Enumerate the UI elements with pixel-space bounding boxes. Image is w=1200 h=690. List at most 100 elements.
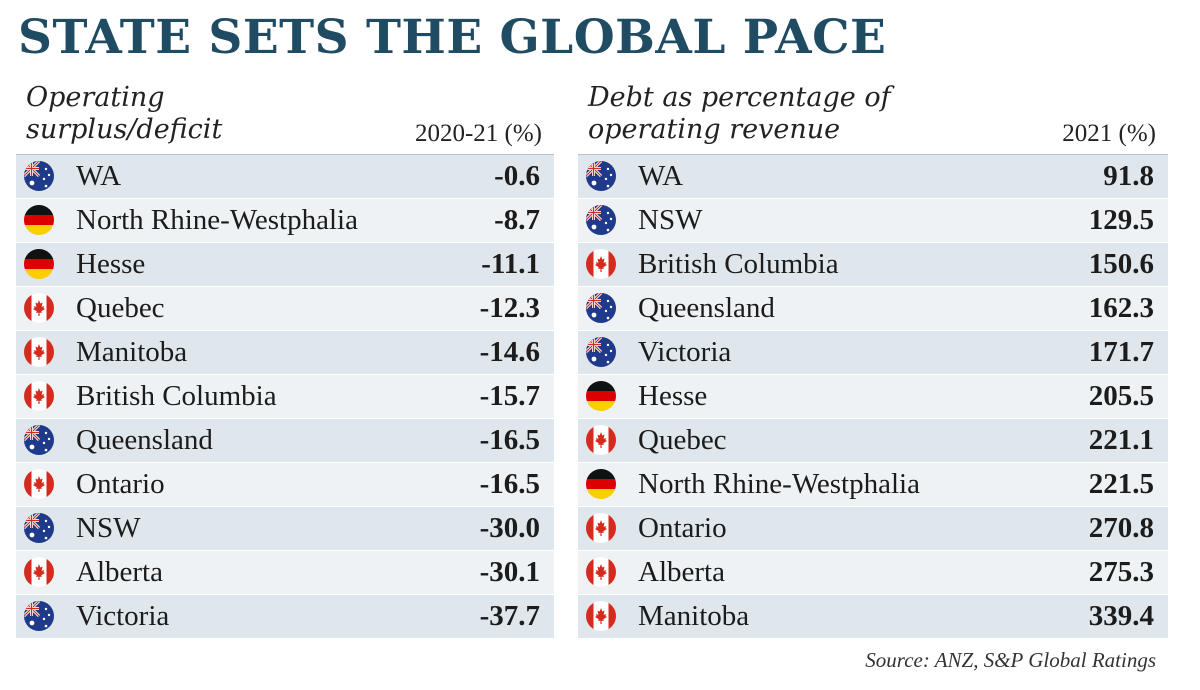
- column-header: 2020-21 (%): [414, 120, 542, 147]
- table-rows: WA -0.6 North Rhine-Westphalia -8.7 Hesse -11…: [16, 154, 554, 639]
- canada-flag-icon: [586, 601, 616, 631]
- region-name: WA: [638, 160, 684, 192]
- canada-flag-icon: [24, 337, 54, 367]
- subtitle-line: operating revenue: [588, 114, 841, 145]
- subtitle-line: Debt as percentage of: [588, 82, 891, 113]
- region-name: Queensland: [76, 424, 213, 456]
- table-row: North Rhine-Westphalia -8.7: [16, 199, 554, 243]
- australia-flag-icon: [586, 205, 616, 235]
- canada-flag-icon: [586, 425, 616, 455]
- region-value: 270.8: [1088, 512, 1154, 544]
- region-value: 162.3: [1088, 292, 1154, 324]
- region-value: -8.7: [494, 204, 540, 236]
- table-row: Queensland 162.3: [578, 287, 1168, 331]
- canada-flag-icon: [24, 381, 54, 411]
- table-row: Queensland -16.5: [16, 419, 554, 463]
- region-value: -15.7: [479, 380, 540, 412]
- canada-flag-icon: [586, 557, 616, 587]
- table-row: Manitoba 339.4: [578, 595, 1168, 639]
- table-row: Alberta -30.1: [16, 551, 554, 595]
- table-row: NSW -30.0: [16, 507, 554, 551]
- subtitle-line: Operating: [26, 82, 165, 113]
- region-value: 91.8: [1103, 160, 1154, 192]
- region-value: -16.5: [479, 424, 540, 456]
- region-value: 275.3: [1088, 556, 1154, 588]
- region-name: Queensland: [638, 292, 775, 324]
- australia-flag-icon: [24, 601, 54, 631]
- region-name: Quebec: [638, 424, 727, 456]
- operating-surplus-table: Operating surplus/deficit 2020-21 (%) WA…: [16, 82, 554, 639]
- table-row: Alberta 275.3: [578, 551, 1168, 595]
- table-row: British Columbia -15.7: [16, 375, 554, 419]
- region-value: -11.1: [481, 248, 540, 280]
- table-subtitle: Debt as percentage of operating revenue: [588, 82, 891, 146]
- region-name: Hesse: [76, 248, 146, 280]
- region-name: Manitoba: [638, 600, 750, 632]
- region-value: -12.3: [479, 292, 540, 324]
- region-name: North Rhine-Westphalia: [76, 204, 358, 236]
- region-name: Hesse: [638, 380, 708, 412]
- australia-flag-icon: [24, 513, 54, 543]
- region-value: 221.1: [1088, 424, 1154, 456]
- chart-title: STATE SETS THE GLOBAL PACE: [18, 10, 887, 65]
- region-value: -14.6: [479, 336, 540, 368]
- region-value: -16.5: [479, 468, 540, 500]
- canada-flag-icon: [24, 293, 54, 323]
- region-value: -0.6: [494, 160, 540, 192]
- table-row: Victoria 171.7: [578, 331, 1168, 375]
- table-row: Ontario -16.5: [16, 463, 554, 507]
- australia-flag-icon: [586, 161, 616, 191]
- region-name: Alberta: [76, 556, 163, 588]
- table-row: North Rhine-Westphalia 221.5: [578, 463, 1168, 507]
- region-name: Alberta: [638, 556, 725, 588]
- germany-flag-icon: [24, 249, 54, 279]
- region-value: 205.5: [1088, 380, 1154, 412]
- region-value: -30.0: [479, 512, 540, 544]
- germany-flag-icon: [586, 381, 616, 411]
- region-value: 339.4: [1088, 600, 1154, 632]
- table-rows: WA 91.8 NSW 129.5 British Columbia 150.6 Queen…: [578, 154, 1168, 639]
- region-name: North Rhine-Westphalia: [638, 468, 920, 500]
- germany-flag-icon: [24, 205, 54, 235]
- table-header: Debt as percentage of operating revenue …: [578, 82, 1168, 154]
- table-header: Operating surplus/deficit 2020-21 (%): [16, 82, 554, 154]
- table-row: Ontario 270.8: [578, 507, 1168, 551]
- canada-flag-icon: [586, 249, 616, 279]
- region-name: Ontario: [76, 468, 165, 500]
- table-subtitle: Operating surplus/deficit: [26, 82, 222, 146]
- source-note: Source: ANZ, S&P Global Ratings: [865, 648, 1156, 672]
- region-value: 129.5: [1088, 204, 1154, 236]
- table-row: Victoria -37.7: [16, 595, 554, 639]
- subtitle-line: surplus/deficit: [26, 114, 223, 145]
- region-name: Victoria: [76, 600, 170, 632]
- table-row: Quebec -12.3: [16, 287, 554, 331]
- australia-flag-icon: [24, 161, 54, 191]
- region-name: WA: [76, 160, 122, 192]
- table-row: Quebec 221.1: [578, 419, 1168, 463]
- column-header: 2021 (%): [1062, 120, 1156, 147]
- region-value: -37.7: [479, 600, 540, 632]
- debt-ratio-table: Debt as percentage of operating revenue …: [578, 82, 1168, 639]
- table-row: WA -0.6: [16, 155, 554, 199]
- australia-flag-icon: [24, 425, 54, 455]
- australia-flag-icon: [586, 293, 616, 323]
- germany-flag-icon: [586, 469, 616, 499]
- region-value: 221.5: [1088, 468, 1154, 500]
- region-name: British Columbia: [76, 380, 277, 412]
- region-name: Quebec: [76, 292, 165, 324]
- region-name: Ontario: [638, 512, 727, 544]
- region-name: Victoria: [638, 336, 732, 368]
- region-name: NSW: [638, 204, 703, 236]
- table-row: Hesse 205.5: [578, 375, 1168, 419]
- region-name: NSW: [76, 512, 141, 544]
- table-row: Hesse -11.1: [16, 243, 554, 287]
- australia-flag-icon: [586, 337, 616, 367]
- table-row: Manitoba -14.6: [16, 331, 554, 375]
- region-name: Manitoba: [76, 336, 188, 368]
- table-row: WA 91.8: [578, 155, 1168, 199]
- table-row: NSW 129.5: [578, 199, 1168, 243]
- canada-flag-icon: [24, 469, 54, 499]
- region-value: -30.1: [479, 556, 540, 588]
- region-value: 150.6: [1088, 248, 1154, 280]
- canada-flag-icon: [586, 513, 616, 543]
